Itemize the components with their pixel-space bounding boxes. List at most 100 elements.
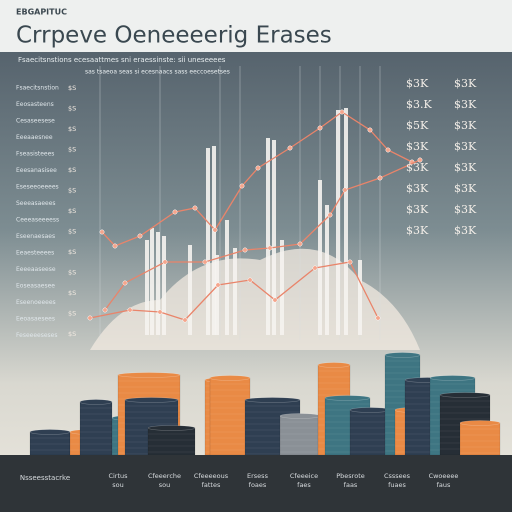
trend-point bbox=[317, 125, 323, 131]
value-label: $3.K bbox=[406, 98, 432, 111]
axis-label: $S bbox=[68, 166, 76, 174]
trend-point bbox=[327, 212, 333, 218]
footer-sub: fuaes bbox=[388, 481, 406, 489]
footer-column: Cfeeeice bbox=[290, 472, 318, 480]
footer-column: Csssees bbox=[384, 472, 411, 480]
side-label: Eseseeoeeees bbox=[16, 184, 59, 191]
subtitle: sas tsaeoa seas si ecesnaacs sass eeccoe… bbox=[85, 69, 230, 76]
bar bbox=[188, 245, 192, 335]
bar bbox=[272, 140, 276, 335]
cylinder-top bbox=[279, 413, 321, 419]
cylinder bbox=[349, 409, 391, 456]
cylinder bbox=[29, 431, 71, 456]
side-label: Feseeeeseses bbox=[16, 332, 57, 339]
bar bbox=[215, 255, 219, 335]
trend-point bbox=[122, 280, 128, 286]
side-label: Seeeasaeees bbox=[16, 200, 56, 207]
footer-column: Cwoeeee bbox=[429, 472, 459, 480]
footer-label: Nsseesstacrke bbox=[20, 474, 70, 482]
value-label: $3K bbox=[406, 140, 429, 153]
side-label: Eoseasaesee bbox=[16, 283, 55, 290]
trend-point bbox=[182, 317, 188, 323]
axis-label: $S bbox=[68, 310, 76, 318]
side-label: Eeeaaesnee bbox=[16, 134, 53, 141]
cylinder-top bbox=[384, 352, 421, 358]
trend-point bbox=[312, 265, 318, 271]
bar bbox=[150, 228, 154, 335]
axis-label: $S bbox=[68, 269, 76, 277]
cylinder bbox=[459, 422, 501, 456]
bar bbox=[280, 240, 284, 335]
trend-point bbox=[192, 205, 198, 211]
value-label: $3K bbox=[406, 203, 429, 216]
trend-point bbox=[99, 229, 105, 235]
axis-label: $S bbox=[68, 228, 76, 236]
bar bbox=[325, 205, 329, 335]
trend-point bbox=[417, 157, 423, 163]
side-label: Cesaseesese bbox=[16, 118, 55, 125]
bar bbox=[225, 220, 229, 335]
footer-sub: faus bbox=[437, 481, 451, 489]
cylinder-top bbox=[209, 375, 251, 381]
side-label: Eseenaesaes bbox=[16, 233, 55, 240]
trend-point bbox=[239, 183, 245, 189]
trend-point bbox=[377, 175, 383, 181]
footer-column: Cfeeeeous bbox=[194, 472, 229, 480]
trend-point bbox=[339, 109, 345, 115]
title-band bbox=[0, 0, 512, 52]
trend-point bbox=[375, 315, 381, 321]
trend-point bbox=[267, 245, 273, 251]
footer-sub: sou bbox=[159, 481, 170, 489]
value-label: $3K bbox=[406, 77, 429, 90]
side-label: Ceeeaseeeess bbox=[16, 217, 59, 224]
cylinder-top bbox=[29, 429, 71, 435]
side-label: Eeosasteens bbox=[16, 101, 54, 108]
value-label: $3K bbox=[406, 182, 429, 195]
trend-point bbox=[297, 241, 303, 247]
bar bbox=[344, 108, 348, 335]
trend-point bbox=[342, 187, 348, 193]
bar bbox=[206, 148, 210, 335]
trend-point bbox=[367, 127, 373, 133]
cylinder-top bbox=[324, 395, 371, 401]
trend-point bbox=[255, 165, 261, 171]
bar bbox=[212, 146, 216, 335]
trend-point bbox=[157, 309, 163, 315]
cylinder-top bbox=[349, 407, 391, 413]
footer-sub: faes bbox=[297, 481, 311, 489]
trend-point bbox=[287, 145, 293, 151]
bar bbox=[233, 248, 237, 335]
value-label: $3K bbox=[454, 161, 477, 174]
side-label: Fseasisteees bbox=[16, 151, 54, 158]
value-label: $3K bbox=[454, 182, 477, 195]
trend-point bbox=[202, 259, 208, 265]
axis-label: $S bbox=[68, 146, 76, 154]
trend-point bbox=[102, 307, 108, 313]
cylinder-top bbox=[459, 420, 501, 426]
bar bbox=[318, 180, 322, 335]
trend-point bbox=[172, 209, 178, 215]
bar bbox=[156, 232, 160, 335]
cylinder-top bbox=[244, 397, 301, 403]
side-label: Fsaecitsnstion bbox=[16, 85, 59, 92]
kicker: EBGAPITUC bbox=[16, 8, 67, 17]
trend-point bbox=[112, 243, 118, 249]
value-label: $3K bbox=[406, 224, 429, 237]
axis-label: $S bbox=[68, 187, 76, 195]
value-label: $3K bbox=[454, 140, 477, 153]
cylinder-top bbox=[439, 392, 491, 398]
cylinder bbox=[209, 377, 251, 456]
title: Crrpeve Oeneeeerig Erases bbox=[16, 23, 332, 49]
footer-column: Cirtus bbox=[108, 472, 128, 480]
bar bbox=[336, 110, 340, 335]
value-label: $3K bbox=[454, 77, 477, 90]
trend-point bbox=[272, 297, 278, 303]
axis-label: $S bbox=[68, 330, 76, 338]
trend-point bbox=[212, 227, 218, 233]
side-label: Eeeeaaseese bbox=[16, 266, 56, 273]
value-label: $3K bbox=[454, 98, 477, 111]
axis-label: $S bbox=[68, 289, 76, 297]
footer-column: Ersess bbox=[247, 472, 269, 480]
value-label: $3K bbox=[454, 203, 477, 216]
cylinder bbox=[79, 401, 113, 456]
